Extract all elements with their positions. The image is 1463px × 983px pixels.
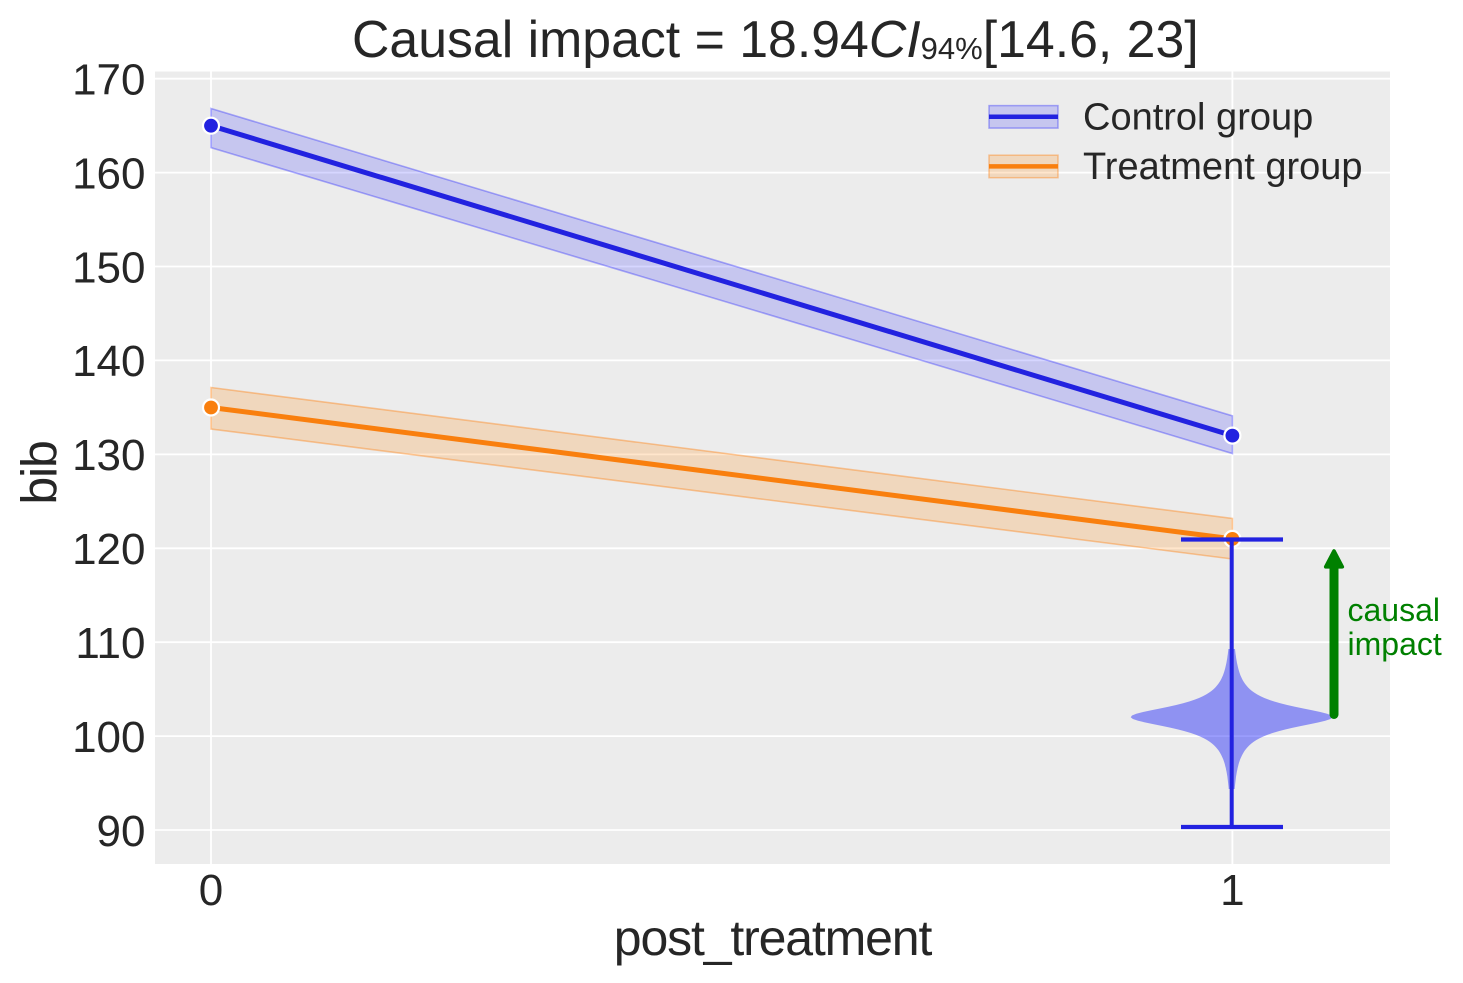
svg-text:120: 120 [72,525,145,574]
svg-text:130: 130 [72,431,145,480]
svg-text:Causal impact = 18.94CI94%[14.: Causal impact = 18.94CI94%[14.6, 23] [352,10,1199,68]
svg-text:170: 170 [72,56,145,105]
svg-text:150: 150 [72,243,145,292]
svg-text:90: 90 [97,807,146,856]
svg-text:160: 160 [72,149,145,198]
svg-text:1: 1 [1220,866,1244,915]
svg-text:impact: impact [1348,626,1442,662]
svg-text:Treatment group: Treatment group [1083,146,1363,188]
svg-text:110: 110 [75,619,145,668]
svg-text:post_treatment: post_treatment [614,910,933,966]
svg-text:140: 140 [72,337,145,386]
svg-text:100: 100 [72,713,145,762]
svg-text:causal: causal [1348,592,1441,628]
svg-text:0: 0 [199,866,223,915]
svg-text:bib: bib [12,441,68,504]
svg-text:Control group: Control group [1083,97,1313,139]
